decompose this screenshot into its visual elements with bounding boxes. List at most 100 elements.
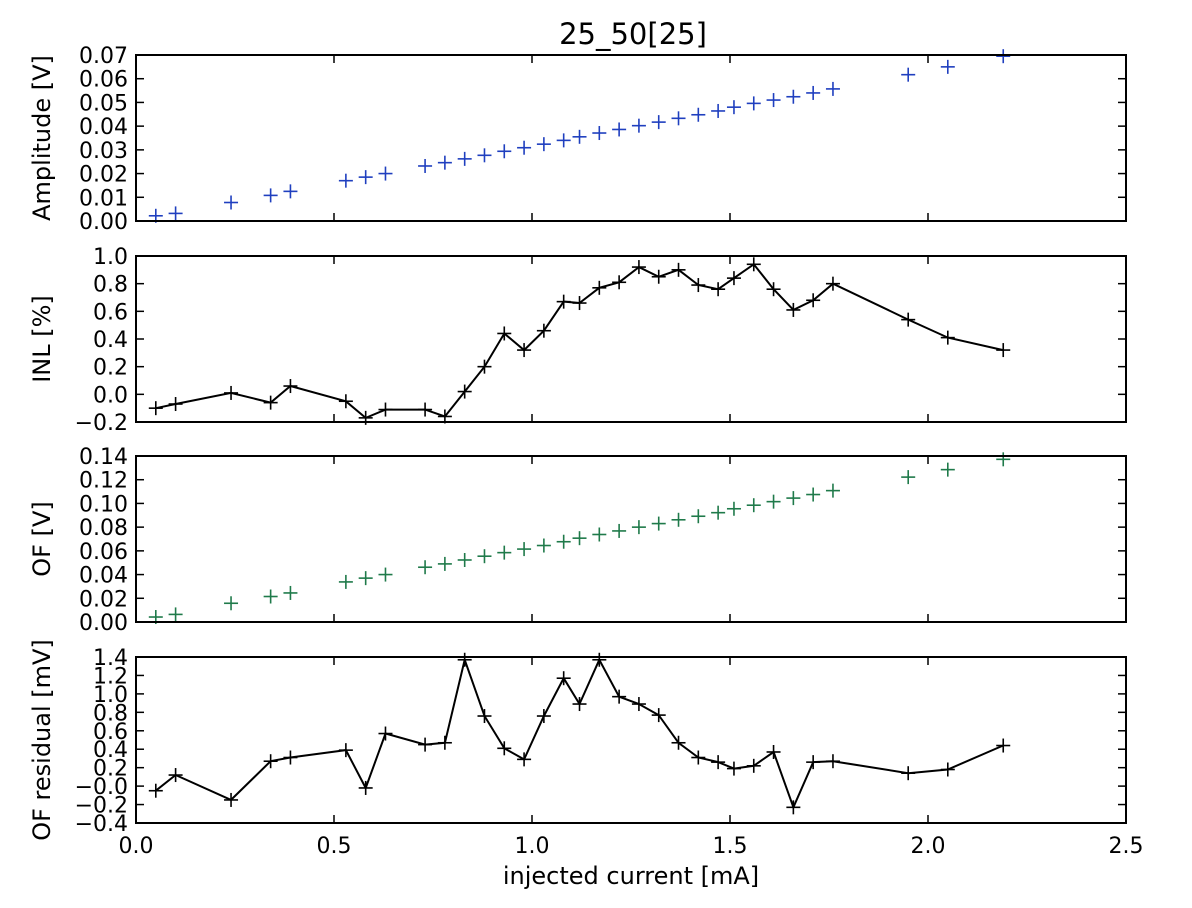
y-tick-label: 0.10 [79, 492, 128, 517]
data-point [338, 743, 353, 758]
data-point [418, 560, 433, 575]
data-point [612, 689, 627, 704]
data-point [651, 115, 666, 130]
data-point [940, 59, 955, 74]
data-point [224, 596, 239, 611]
data-point [592, 126, 607, 141]
data-point [726, 271, 741, 286]
data-point [517, 343, 532, 358]
data-point [806, 487, 821, 502]
x-tick-label: 1.0 [515, 834, 550, 859]
data-point [224, 385, 239, 400]
y-tick-label: 0.06 [79, 68, 128, 93]
plot-frame [135, 255, 1127, 423]
data-point [691, 278, 706, 293]
y-tick-label: 0.00 [79, 611, 128, 636]
panels-layer: 0.000.010.020.030.040.050.060.07Amplitud… [28, 44, 1144, 859]
plot-frame [135, 455, 1127, 623]
data-point [378, 402, 393, 417]
data-point [726, 761, 741, 776]
y-axis-label: INL [%] [28, 295, 56, 383]
y-axis-label: OF [V] [28, 501, 56, 576]
y-tick-label: 1.2 [93, 664, 128, 689]
data-point [746, 257, 761, 272]
data-point [901, 766, 916, 781]
data-point [536, 137, 551, 152]
data-point [477, 549, 492, 564]
data-point [536, 709, 551, 724]
y-tick-label: −0.2 [75, 794, 128, 819]
data-point [996, 738, 1011, 753]
data-point [283, 379, 298, 394]
y-tick-label: 0.8 [93, 701, 128, 726]
data-point [651, 269, 666, 284]
data-point [711, 505, 726, 520]
data-point [996, 452, 1011, 467]
data-point [996, 49, 1011, 64]
data-point [940, 330, 955, 345]
chart-title: 25_50[25] [559, 17, 707, 51]
data-point [477, 359, 492, 374]
data-point [691, 509, 706, 524]
data-point [338, 173, 353, 188]
data-point [786, 800, 801, 815]
plot-frame [135, 54, 1127, 222]
data-point [572, 697, 587, 712]
data-point [711, 103, 726, 118]
data-point [263, 589, 278, 604]
y-tick-label: 0.4 [93, 328, 128, 353]
y-tick-label: 1.0 [93, 683, 128, 708]
data-point [556, 133, 571, 148]
data-point [378, 567, 393, 582]
data-point [358, 170, 373, 185]
y-tick-label: 0.2 [93, 757, 128, 782]
panel-3: 0.000.020.040.060.080.100.120.14 OF [V] [28, 445, 1127, 636]
x-tick-label: 1.5 [713, 834, 748, 859]
y-tick-label: 0.08 [79, 516, 128, 541]
data-point [517, 542, 532, 557]
data-point [572, 531, 587, 546]
data-point [786, 491, 801, 506]
data-point [457, 652, 472, 667]
plot-frame [135, 656, 1127, 824]
y-tick-label: 0.02 [79, 163, 128, 188]
data-point [786, 302, 801, 317]
y-tick-label: −0.4 [75, 812, 128, 837]
data-point [901, 470, 916, 485]
data-point [671, 735, 686, 750]
data-point [612, 275, 627, 290]
data-point [651, 516, 666, 531]
data-point [418, 158, 433, 173]
y-tick-label: 0.8 [93, 273, 128, 298]
y-axis-label: Amplitude [V] [28, 55, 56, 221]
y-tick-label: 0.04 [79, 564, 128, 589]
data-point [671, 262, 686, 277]
y-tick-label: 0.6 [93, 300, 128, 325]
data-point [825, 81, 840, 96]
data-point [556, 671, 571, 686]
data-point [766, 282, 781, 297]
data-point [691, 750, 706, 765]
y-tick-label: −0.2 [75, 411, 128, 436]
x-axis-label: injected current [mA] [503, 862, 759, 890]
data-point [437, 155, 452, 170]
data-point [457, 552, 472, 567]
data-point [746, 96, 761, 111]
data-point [168, 768, 183, 783]
data-point [940, 462, 955, 477]
data-point [631, 118, 646, 133]
data-point [940, 762, 955, 777]
data-point [746, 498, 761, 513]
data-point [418, 402, 433, 417]
data-point [901, 67, 916, 82]
data-point [263, 395, 278, 410]
data-point [766, 494, 781, 509]
data-point [497, 741, 512, 756]
data-point [497, 144, 512, 159]
data-point [437, 735, 452, 750]
data-point [517, 140, 532, 155]
data-point [148, 783, 163, 798]
data-point [996, 343, 1011, 358]
data-point [378, 166, 393, 181]
